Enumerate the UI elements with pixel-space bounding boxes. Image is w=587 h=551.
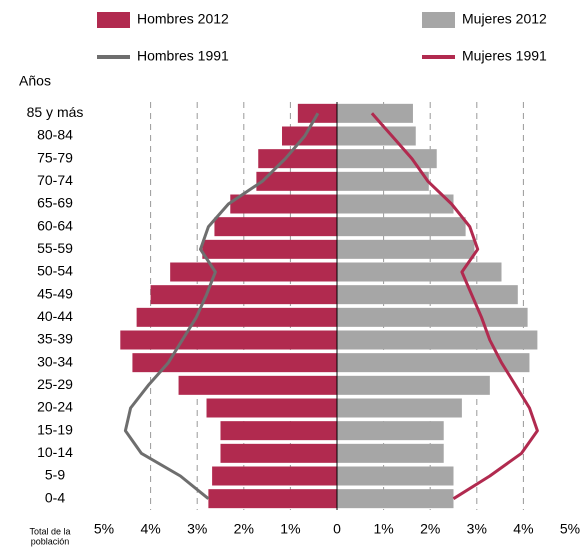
y-axis-label: Años: [19, 73, 51, 89]
bar: [202, 239, 337, 259]
bar: [337, 285, 518, 305]
bar: [208, 489, 337, 509]
y-tick-label: 50-54: [37, 263, 73, 279]
x-tick-label: 2%: [234, 521, 254, 537]
x-tick-label: 1%: [280, 521, 300, 537]
y-tick-label: 65-69: [37, 195, 73, 211]
x-axis-label: población: [31, 536, 70, 546]
bar: [256, 171, 337, 191]
y-tick-label: 15-19: [37, 421, 73, 437]
y-tick-label: 85 y más: [27, 104, 84, 120]
bar: [220, 421, 337, 441]
bar: [337, 171, 429, 191]
bar: [337, 421, 444, 441]
bar: [206, 398, 337, 418]
y-tick-label: 5-9: [45, 467, 65, 483]
y-tick-label: 20-24: [37, 399, 73, 415]
legend-label: Mujeres 1991: [462, 48, 547, 64]
bar: [337, 126, 416, 146]
bar: [170, 262, 337, 282]
y-tick-label: 0-4: [45, 489, 65, 505]
legend-label: Mujeres 2012: [462, 11, 547, 27]
y-tick-label: 25-29: [37, 376, 73, 392]
bar: [337, 489, 454, 509]
bar: [230, 194, 337, 214]
bar: [132, 353, 337, 373]
bar: [178, 375, 337, 395]
y-tick-label: 40-44: [37, 308, 73, 324]
legend-label: Hombres 2012: [137, 11, 229, 27]
bar: [337, 466, 454, 486]
legend-swatch: [97, 12, 130, 28]
bar: [337, 353, 530, 373]
bar: [337, 194, 454, 214]
x-tick-label: 5%: [94, 521, 114, 537]
bar: [337, 103, 413, 123]
legend-label: Hombres 1991: [137, 48, 229, 64]
legend-swatch: [422, 12, 455, 28]
y-tick-label: 60-64: [37, 217, 73, 233]
x-tick-label: 1%: [373, 521, 393, 537]
x-tick-label: 2%: [420, 521, 440, 537]
bar: [337, 330, 538, 350]
bar: [120, 330, 337, 350]
bar: [337, 398, 462, 418]
y-tick-label: 45-49: [37, 285, 73, 301]
x-tick-label: 4%: [140, 521, 160, 537]
bar: [337, 239, 475, 259]
bar: [258, 149, 337, 169]
x-tick-label: 5%: [560, 521, 580, 537]
line: [123, 112, 320, 500]
y-tick-label: 75-79: [37, 149, 73, 165]
bar: [150, 285, 337, 305]
bar: [337, 149, 437, 169]
bar: [337, 307, 528, 327]
y-tick-label: 10-14: [37, 444, 73, 460]
bar: [337, 375, 490, 395]
y-tick-label: 55-59: [37, 240, 73, 256]
y-tick-label: 80-84: [37, 127, 73, 143]
x-tick-label: 4%: [513, 521, 533, 537]
bar: [136, 307, 337, 327]
x-tick-label: 3%: [467, 521, 487, 537]
bar: [337, 217, 466, 237]
y-tick-label: 30-34: [37, 353, 73, 369]
x-tick-label: 0: [333, 521, 341, 537]
y-tick-label: 35-39: [37, 331, 73, 347]
bar: [282, 126, 337, 146]
line: [370, 112, 539, 500]
x-axis-label: Total de la: [29, 526, 70, 536]
bar: [214, 217, 337, 237]
bar: [337, 443, 444, 463]
x-tick-label: 3%: [187, 521, 207, 537]
bar: [220, 443, 337, 463]
y-tick-label: 70-74: [37, 172, 73, 188]
bar: [337, 262, 502, 282]
bar: [212, 466, 337, 486]
